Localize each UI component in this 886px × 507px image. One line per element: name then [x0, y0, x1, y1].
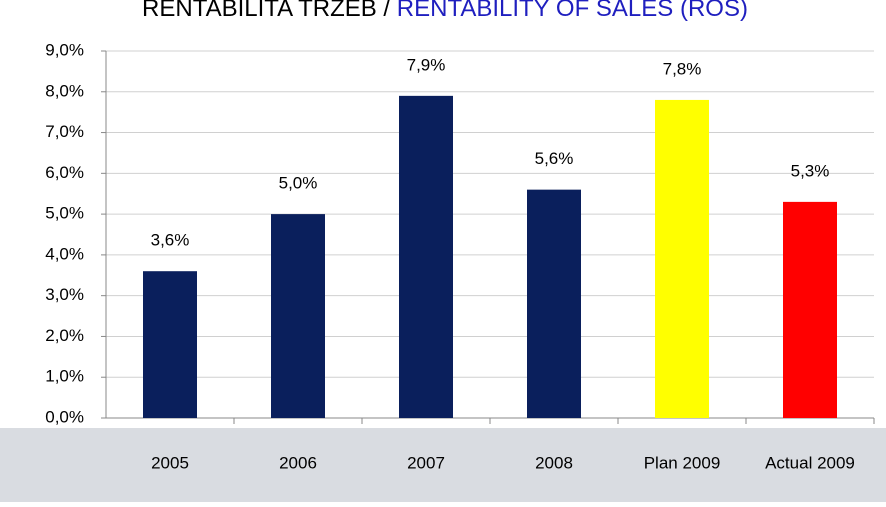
bar: [783, 201, 837, 418]
bar: [399, 95, 453, 418]
data-label: 7,9%: [407, 55, 446, 74]
data-label: 3,6%: [151, 231, 190, 250]
y-tick-label: 3,0%: [45, 285, 84, 304]
x-tick-label: 2006: [279, 453, 317, 472]
x-tick-label: Actual 2009: [765, 453, 855, 472]
y-tick-label: 0,0%: [45, 407, 84, 426]
y-tick-label: 8,0%: [45, 81, 84, 100]
chart-title: RENTABILITA TRŽEB / RENTABILITY OF SALES…: [142, 0, 748, 22]
data-label: 5,3%: [791, 161, 830, 180]
x-tick-label: 2008: [535, 453, 573, 472]
data-label: 7,8%: [663, 59, 702, 78]
y-tick-label: 6,0%: [45, 163, 84, 182]
y-tick-label: 4,0%: [45, 244, 84, 263]
y-tick-label: 2,0%: [45, 326, 84, 345]
bar: [655, 99, 709, 418]
y-tick-label: 7,0%: [45, 122, 84, 141]
y-tick-label: 5,0%: [45, 204, 84, 223]
y-tick-label: 1,0%: [45, 367, 84, 386]
y-tick-label: 9,0%: [45, 40, 84, 59]
data-label: 5,6%: [535, 149, 574, 168]
data-label: 5,0%: [279, 174, 318, 193]
x-tick-label: 2005: [151, 453, 189, 472]
bar: [271, 214, 325, 418]
bar: [143, 271, 197, 418]
title-part: RENTABILITY OF SALES (ROS): [397, 0, 748, 22]
bar: [527, 189, 581, 418]
x-tick-label: 2007: [407, 453, 445, 472]
x-tick-label: Plan 2009: [644, 453, 721, 472]
title-part: RENTABILITA TRŽEB /: [142, 0, 390, 22]
